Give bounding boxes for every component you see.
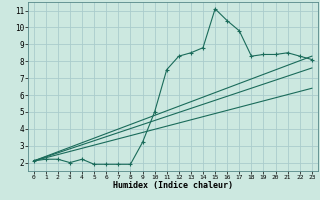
X-axis label: Humidex (Indice chaleur): Humidex (Indice chaleur) xyxy=(113,181,233,190)
